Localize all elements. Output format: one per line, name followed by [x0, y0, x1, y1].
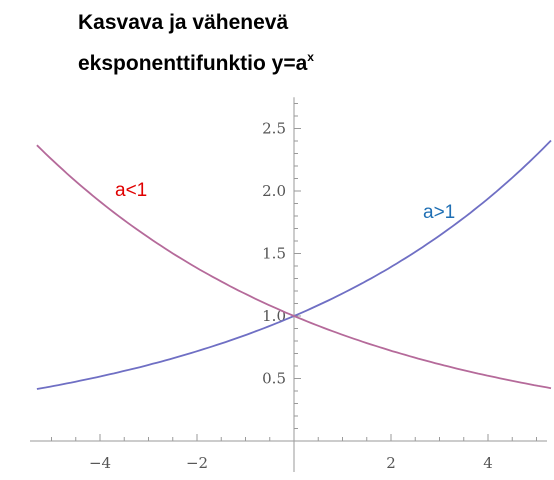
y-tick-label: 1.0 [262, 307, 286, 325]
title-line-1: Kasvava ja vähenevä [78, 11, 289, 34]
x-tick-label: −4 [89, 454, 111, 472]
label-a-less-than-1: a<1 [115, 180, 147, 201]
y-tick-label: 1.5 [262, 245, 286, 263]
label-a-greater-than-1: a>1 [423, 202, 455, 223]
title-line-2-text: eksponenttifunktio y=a [78, 52, 308, 75]
y-tick-label: 0.5 [262, 370, 286, 388]
x-tick-label: 2 [386, 454, 396, 472]
series-line-decreasing [36, 144, 552, 390]
x-tick-label: 4 [483, 454, 493, 472]
chart-title: Kasvava ja vähenevä eksponenttifunktio y… [78, 6, 314, 81]
title-exponent: x [307, 50, 314, 64]
x-tick-label: −2 [186, 454, 208, 472]
y-tick-label: 2.0 [262, 182, 286, 200]
title-line-2: eksponenttifunktio y=ax [78, 40, 314, 81]
y-tick-label: 2.5 [262, 120, 286, 138]
